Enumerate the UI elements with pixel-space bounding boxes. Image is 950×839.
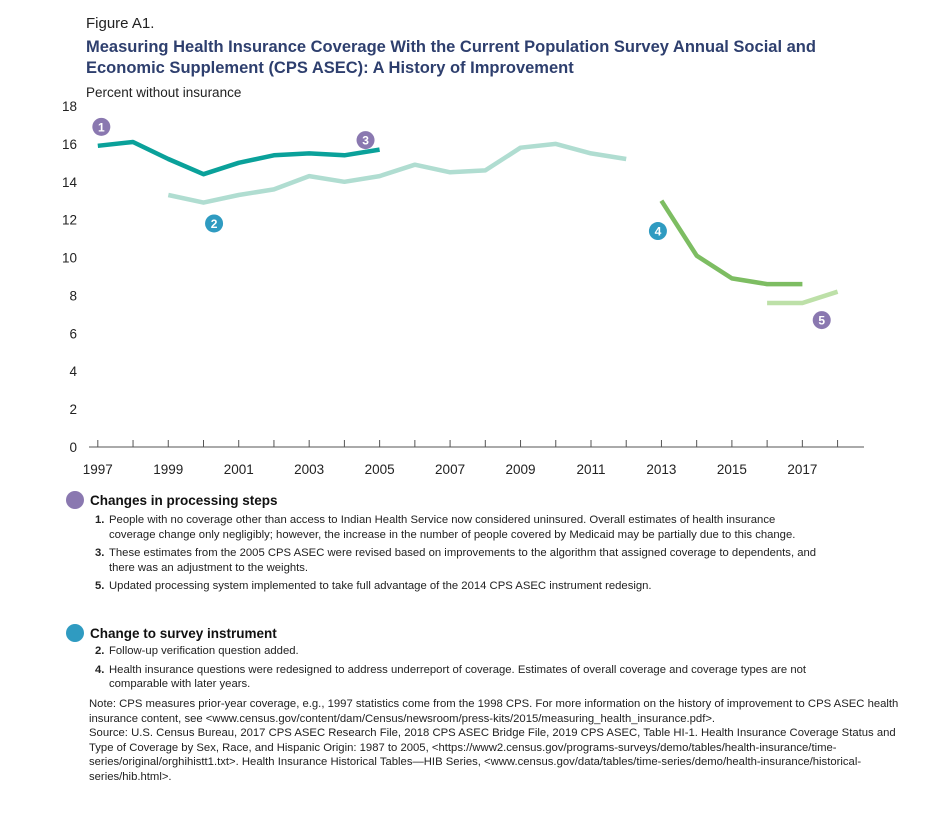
annotation-circle [356, 131, 375, 150]
series-line [97, 139, 380, 177]
x-tick-label: 2011 [576, 462, 605, 477]
legend-processing-label: Changes in processing steps [90, 492, 278, 508]
footer-source: Source: U.S. Census Bureau, 2017 CPS ASE… [89, 727, 896, 783]
annotation-circle [205, 214, 224, 233]
note-item: 2. Follow-up verification question added… [95, 644, 906, 659]
note-item: 5. Updated processing system implemented… [95, 579, 906, 594]
chart-title: Measuring Health Insurance Coverage With… [86, 38, 816, 77]
annotation-label: 4 [655, 225, 662, 239]
y-tick-label: 0 [69, 440, 77, 455]
y-tick-label: 2 [69, 402, 77, 417]
legend-processing: Changes in processing steps 1. People wi… [66, 491, 906, 594]
y-tick-label: 16 [62, 137, 77, 152]
x-tick-label: 2001 [224, 462, 254, 477]
y-tick-label: 10 [62, 251, 77, 266]
processing-dot-icon [66, 491, 84, 509]
annotation-circle [92, 117, 111, 136]
footer-note: Note: CPS measures prior-year coverage, … [89, 698, 899, 725]
note-text: Health insurance questions were redesign… [109, 663, 807, 691]
x-tick-label: 2015 [717, 462, 747, 477]
y-tick-label: 6 [69, 326, 77, 341]
note-text: Follow-up verification question added. [109, 645, 299, 657]
y-tick-label: 12 [62, 213, 77, 228]
note-number: 1. [95, 514, 105, 526]
annotation-label: 2 [211, 217, 218, 231]
annotation-label: 5 [818, 314, 825, 328]
y-tick-label: 18 [62, 99, 77, 114]
note-item: 4. Health insurance questions were redes… [95, 663, 906, 692]
annotation-marker-4: 4 [648, 222, 667, 241]
legend-instrument: Change to survey instrument 2. Follow-up… [66, 624, 906, 692]
x-tick-label: 1999 [153, 462, 183, 477]
series-line [659, 199, 803, 287]
x-tick-label: 2005 [365, 462, 395, 477]
footer-notes: Note: CPS measures prior-year coverage, … [89, 697, 909, 784]
x-tick-label: 2003 [294, 462, 324, 477]
legend-instrument-label: Change to survey instrument [90, 625, 277, 641]
annotation-circle [648, 222, 667, 241]
figure-label: Figure A1. [86, 15, 155, 32]
instrument-dot-icon [66, 624, 84, 642]
note-item: 1. People with no coverage other than ac… [95, 513, 906, 542]
note-number: 5. [95, 580, 105, 592]
annotation-marker-2: 2 [205, 214, 224, 233]
x-tick-label: 2013 [646, 462, 676, 477]
legend-instrument-heading: Change to survey instrument [66, 624, 906, 642]
x-tick-label: 2017 [787, 462, 817, 477]
x-tick-label: 1997 [83, 462, 113, 477]
annotation-label: 3 [362, 134, 369, 148]
annotation-circle [812, 311, 831, 330]
note-text: Updated processing system implemented to… [109, 580, 652, 592]
series-line [767, 289, 839, 306]
note-number: 2. [95, 645, 105, 657]
annotation-label: 1 [98, 120, 105, 134]
annotation-marker-1: 1 [92, 117, 111, 136]
legend-processing-heading: Changes in processing steps [66, 491, 906, 509]
y-axis-label: Percent without insurance [86, 85, 242, 100]
note-number: 4. [95, 663, 105, 676]
annotation-marker-5: 5 [812, 311, 831, 330]
annotation-marker-3: 3 [356, 131, 375, 150]
x-tick-label: 2007 [435, 462, 465, 477]
note-text: These estimates from the 2005 CPS ASEC w… [109, 547, 817, 574]
note-text: People with no coverage other than acces… [109, 514, 796, 541]
note-item: 3. These estimates from the 2005 CPS ASE… [95, 546, 906, 575]
y-tick-label: 14 [62, 175, 78, 190]
series-line [167, 141, 627, 205]
y-tick-label: 4 [69, 364, 77, 379]
x-tick-label: 2009 [506, 462, 536, 477]
y-tick-label: 8 [69, 288, 77, 303]
note-number: 3. [95, 547, 105, 559]
